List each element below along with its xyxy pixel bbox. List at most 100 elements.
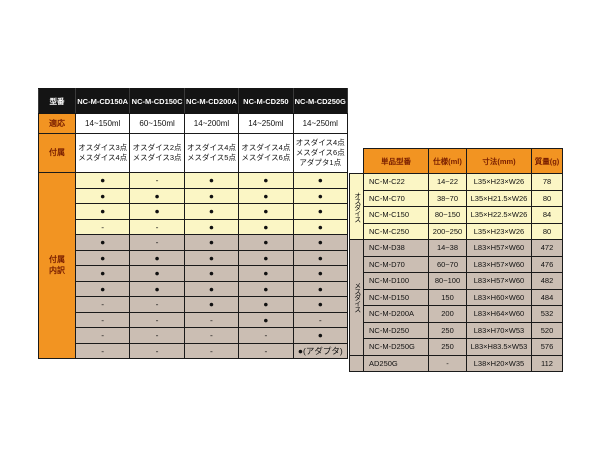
part-mass: 112: [531, 354, 563, 372]
matrix-cell: ●: [183, 218, 240, 235]
part-dim: L83×H83.5×W53: [466, 338, 532, 356]
part-spec: 250: [428, 321, 467, 339]
part-mass: 484: [531, 288, 563, 306]
part-spec: -: [428, 354, 467, 372]
accessories-row: 付属 オスダイス3点 メスダイス4点 オスダイス2点 メスダイス3点 オスダイス…: [38, 133, 348, 173]
accessories-row-label: 付属: [38, 133, 76, 173]
matrix-cell: ●: [292, 249, 348, 266]
breakdown-row: ● ● ● ● ●: [39, 249, 348, 266]
model-name: NC-M-CD150C: [129, 88, 185, 114]
part-spec: 200~250: [428, 222, 467, 240]
matrix-cell: ●: [183, 280, 240, 297]
capacity-row-label: 適応: [38, 113, 76, 134]
part-spec: 38~70: [428, 189, 467, 207]
part-mass: 576: [531, 338, 563, 356]
breakdown-row: 付属 内訳 ● - ● ● ●: [38, 172, 348, 359]
matrix-cell: -: [74, 342, 131, 359]
corner-label: 型番: [38, 88, 76, 114]
part-dim: L35×H22.5×W26: [466, 206, 532, 224]
part-dim: L83×H70×W53: [466, 321, 532, 339]
matrix-cell: ●: [238, 218, 294, 235]
spec-row: NC-M-D250 250 L83×H70×W53 520: [350, 321, 563, 339]
matrix-cell: -: [183, 342, 240, 359]
spec-row: NC-M-D70 60~70 L83×H57×W60 476: [350, 255, 563, 273]
matrix-cell: -: [183, 311, 240, 328]
matrix-cell: ●: [183, 187, 240, 204]
matrix-cell: ●: [74, 234, 131, 251]
part-spec: 14~22: [428, 173, 467, 191]
matrix-cell: ●: [74, 249, 131, 266]
model-name: NC-M-CD250G: [292, 88, 348, 114]
col-header-dim: 寸法(mm): [466, 148, 532, 174]
matrix-cell: -: [129, 296, 185, 313]
matrix-cell: -: [129, 327, 185, 344]
col-header-model: 単品型番: [363, 148, 429, 174]
matrix-cell: -: [129, 342, 185, 359]
matrix-cell: -: [129, 311, 185, 328]
breakdown-row: - - ● ● ●: [39, 218, 348, 235]
matrix-cell: ●: [183, 296, 240, 313]
matrix-cell: ●: [292, 187, 348, 204]
part-spec: 80~150: [428, 206, 467, 224]
matrix-cell: ●: [292, 203, 348, 220]
part-spec: 150: [428, 288, 467, 306]
matrix-cell: -: [74, 296, 131, 313]
part-dim: L83×H64×W60: [466, 305, 532, 323]
matrix-cell: ●: [292, 218, 348, 235]
part-model: NC-M-D38: [363, 239, 429, 257]
spec-row: NC-M-D200A 200 L83×H64×W60 532: [350, 305, 563, 323]
part-model: NC-M-D100: [363, 272, 429, 290]
matrix-cell: ●(アダプタ): [292, 342, 348, 359]
matrix-cell: ●: [129, 187, 185, 204]
matrix-cell: ●: [183, 172, 240, 189]
part-mass: 84: [531, 206, 563, 224]
matrix-cell: ●: [74, 280, 131, 297]
matrix-cell: -: [238, 327, 294, 344]
accessories-value: オスダイス4点 メスダイス6点: [238, 133, 294, 173]
matrix-cell: ●: [238, 234, 294, 251]
breakdown-label: 付属 内訳: [38, 172, 76, 359]
accessories-value: オスダイス4点 メスダイス5点: [183, 133, 240, 173]
part-spec: 80~100: [428, 272, 467, 290]
capacity-value: 60~150ml: [129, 113, 185, 134]
spec-row: NC-M-C70 38~70 L35×H21.5×W26 80: [350, 189, 563, 207]
matrix-cell: ●: [238, 311, 294, 328]
matrix-cell: ●: [238, 203, 294, 220]
spec-row: NC-M-C250 200~250 L35×H23×W26 80: [350, 222, 563, 240]
matrix-cell: ●: [129, 203, 185, 220]
capacity-value: 14~250ml: [292, 113, 348, 134]
spec-row: オスダイス NC-M-C22 14~22 L35×H23×W26 78: [349, 173, 563, 240]
part-model: NC-M-D70: [363, 255, 429, 273]
matrix-cell: ●: [292, 296, 348, 313]
breakdown-row: - - - ● -: [39, 311, 348, 328]
matrix-cell: ●: [74, 172, 131, 189]
model-name: NC-M-CD150A: [74, 88, 131, 114]
matrix-cell: ●: [74, 203, 131, 220]
model-comparison-table: 型番 NC-M-CD150A NC-M-CD150C NC-M-CD200A N…: [38, 88, 348, 359]
group-label-empty: [349, 354, 364, 372]
group-label-male-dies: オスダイス: [349, 173, 364, 240]
col-header-spec: 仕様(ml): [428, 148, 467, 174]
breakdown-row: ● ● ● ● ●: [39, 265, 348, 282]
matrix-cell: ●: [238, 187, 294, 204]
breakdown-row: - - - - ●(アダプタ): [39, 342, 348, 359]
matrix-cell: -: [292, 311, 348, 328]
breakdown-row: - - ● ● ●: [39, 296, 348, 313]
col-header-mass: 質量(g): [531, 148, 563, 174]
model-name: NC-M-CD250: [238, 88, 294, 114]
matrix-cell: ●: [129, 280, 185, 297]
part-model: NC-M-D250: [363, 321, 429, 339]
matrix-cell: ●: [129, 265, 185, 282]
spec-row: NC-M-C150 80~150 L35×H22.5×W26 84: [350, 206, 563, 224]
matrix-cell: -: [183, 327, 240, 344]
part-mass: 476: [531, 255, 563, 273]
part-mass: 520: [531, 321, 563, 339]
part-mass: 532: [531, 305, 563, 323]
matrix-cell: -: [129, 172, 185, 189]
header-spacer: [350, 149, 364, 174]
part-model: NC-M-D200A: [363, 305, 429, 323]
part-spec: 60~70: [428, 255, 467, 273]
part-dim: L83×H57×W60: [466, 272, 532, 290]
matrix-cell: ●: [238, 265, 294, 282]
